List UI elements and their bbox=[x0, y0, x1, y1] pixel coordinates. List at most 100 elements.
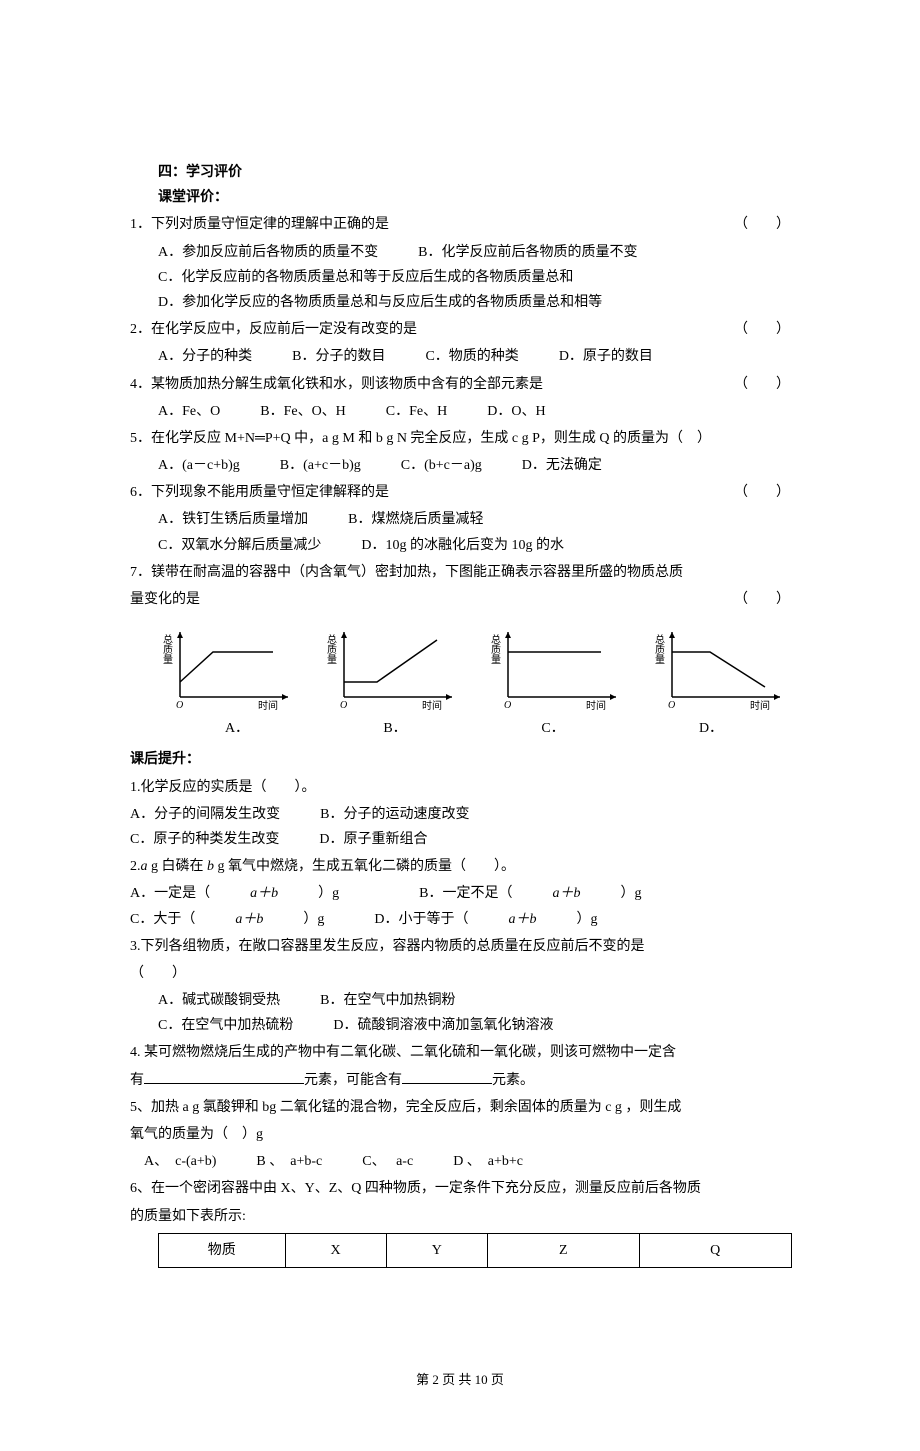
svg-text:总质量: 总质量 bbox=[489, 633, 501, 664]
table-header-substance: 物质 bbox=[159, 1233, 286, 1267]
p4-blank2 bbox=[402, 1083, 492, 1084]
question-1: 1．下列对质量守恒定律的理解中正确的是 （ ） bbox=[130, 212, 790, 237]
p5-line1: 5、加热 a g 氯酸钾和 bg 二氧化锰的混合物，完全反应后，剩余固体的质量为… bbox=[130, 1095, 790, 1120]
svg-text:时间: 时间 bbox=[586, 699, 606, 712]
p3-choices: A．碱式碳酸铜受热 B．在空气中加热铜粉 C．在空气中加热硫粉 D．硫酸铜溶液中… bbox=[130, 988, 790, 1038]
question-7-line1: 7．镁带在耐高温的容器中（内含氧气）密封加热，下图能正确表示容器里所盛的物质总质 bbox=[130, 560, 790, 585]
p6-line1: 6、在一个密闭容器中由 X、Y、Z、Q 四种物质，一定条件下充分反应，测量反应前… bbox=[130, 1176, 790, 1201]
after-class-title: 课后提升： bbox=[130, 747, 790, 772]
p2-choices: A．一定是（a＋b）g B．一定不足（a＋b）g C．大于（a＋b）g D．小于… bbox=[130, 881, 790, 931]
p5-choice-b: B 、 a+b-c bbox=[256, 1149, 322, 1174]
graph-b: 总质量 O 时间 bbox=[322, 622, 462, 712]
classroom-evaluation-title: 课堂评价： bbox=[158, 185, 790, 210]
table-header-z: Z bbox=[487, 1233, 639, 1267]
p5-choice-a: A、 c-(a+b) bbox=[144, 1149, 216, 1174]
p1-choice-a: A．分子的间隔发生改变 bbox=[130, 802, 280, 827]
q4-choice-d: D．O、H bbox=[487, 399, 545, 424]
q5-stem: 5．在化学反应 M+N═P+Q 中，a g M 和 b g N 完全反应，生成 … bbox=[130, 431, 711, 446]
graph-label-a: A． bbox=[158, 716, 316, 741]
p4-line1: 4. 某可燃物燃烧后生成的产物中有二氧化碳、二氧化硫和一氧化碳，则该可燃物中一定… bbox=[130, 1040, 790, 1065]
table-header-x: X bbox=[285, 1233, 386, 1267]
graphs-row: 总质量 O 时间 总质量 O 时间 总质量 O 时间 总质量 O 时间 bbox=[158, 622, 790, 712]
q6-choice-d: D．10g 的冰融化后变为 10g 的水 bbox=[361, 533, 564, 558]
q1-choice-c: C．化学反应前的各物质质量总和等于反应后生成的各物质质量总和 bbox=[158, 265, 790, 290]
q1-paren: （ ） bbox=[734, 212, 790, 237]
svg-text:O: O bbox=[340, 700, 347, 711]
q4-choice-a: A．Fe、O bbox=[158, 399, 220, 424]
svg-text:总质量: 总质量 bbox=[325, 633, 337, 664]
q2-choice-c: C．物质的种类 bbox=[425, 344, 518, 369]
q6-choice-b: B．煤燃烧后质量减轻 bbox=[348, 507, 483, 532]
question-2: 2．在化学反应中，反应前后一定没有改变的是 （ ） bbox=[130, 317, 790, 342]
q5-choice-b: B．(a+c－b)g bbox=[280, 453, 361, 478]
q4-choices: A．Fe、O B．Fe、O、H C．Fe、H D．O、H bbox=[130, 399, 790, 424]
p1-stem: 1.化学反应的实质是（ ）。 bbox=[130, 775, 790, 800]
q5-choices: A．(a－c+b)g B．(a+c－b)g C．(b+c－a)g D．无法确定 bbox=[130, 453, 790, 478]
svg-text:时间: 时间 bbox=[750, 699, 770, 712]
p1-choice-c: C．原子的种类发生改变 bbox=[130, 827, 279, 852]
graph-label-b: B． bbox=[316, 716, 474, 741]
q1-choices: A．参加反应前后各物质的质量不变 B．化学反应前后各物质的质量不变 C．化学反应… bbox=[130, 240, 790, 316]
p5-choice-c: C、 a-c bbox=[362, 1149, 413, 1174]
p4-blank1 bbox=[144, 1083, 304, 1084]
p2-choice-b: B．一定不足（a＋b）g bbox=[419, 881, 681, 906]
p4-line2: 有元素，可能含有元素。 bbox=[130, 1068, 790, 1093]
p1-choice-d: D．原子重新组合 bbox=[319, 827, 427, 852]
graph-a-ylabel: 总质量 bbox=[161, 633, 173, 664]
p3-stem2: （ ） bbox=[130, 961, 790, 986]
q4-paren: （ ） bbox=[734, 372, 790, 397]
p2-choice-a: A．一定是（a＋b）g bbox=[130, 881, 379, 906]
q2-stem: 2．在化学反应中，反应前后一定没有改变的是 bbox=[130, 322, 417, 337]
p2-stem: 2.a g 白磷在 b g 氧气中燃烧，生成五氧化二磷的质量（ ）。 bbox=[130, 854, 790, 879]
p2-choice-c: C．大于（a＋b）g bbox=[130, 907, 364, 932]
q6-paren: （ ） bbox=[734, 480, 790, 505]
svg-text:时间: 时间 bbox=[422, 699, 442, 712]
page-footer: 第 2 页 共 10 页 bbox=[130, 1368, 790, 1391]
q6-choices: A．铁钉生锈后质量增加 B．煤燃烧后质量减轻 C．双氧水分解后质量减少 D．10… bbox=[130, 507, 790, 557]
p5-choices: A、 c-(a+b) B 、 a+b-c C、 a-c D 、 a+b+c bbox=[130, 1149, 790, 1174]
q6-choice-a: A．铁钉生锈后质量增加 bbox=[158, 507, 308, 532]
q5-choice-a: A．(a－c+b)g bbox=[158, 453, 240, 478]
q2-choice-d: D．原子的数目 bbox=[559, 344, 653, 369]
p3-choice-b: B．在空气中加热铜粉 bbox=[320, 988, 455, 1013]
q4-stem: 4．某物质加热分解生成氧化铁和水，则该物质中含有的全部元素是 bbox=[130, 377, 543, 392]
q2-choice-b: B．分子的数目 bbox=[292, 344, 385, 369]
p1-choices: A．分子的间隔发生改变 B．分子的运动速度改变 C．原子的种类发生改变 D．原子… bbox=[130, 802, 790, 852]
q2-choices: A．分子的种类 B．分子的数目 C．物质的种类 D．原子的数目 bbox=[130, 344, 790, 369]
p3-stem1: 3.下列各组物质，在敞口容器里发生反应，容器内物质的总质量在反应前后不变的是 bbox=[130, 934, 790, 959]
graph-label-d: D． bbox=[632, 716, 790, 741]
q1-choice-a: A．参加反应前后各物质的质量不变 bbox=[158, 240, 378, 265]
question-5: 5．在化学反应 M+N═P+Q 中，a g M 和 b g N 完全反应，生成 … bbox=[130, 426, 790, 451]
svg-text:O: O bbox=[504, 700, 511, 711]
q6-stem: 6．下列现象不能用质量守恒定律解释的是 bbox=[130, 485, 389, 500]
q4-choice-c: C．Fe、H bbox=[386, 399, 447, 424]
q2-paren: （ ） bbox=[734, 317, 790, 342]
p3-choice-d: D．硫酸铜溶液中滴加氢氧化钠溶液 bbox=[333, 1013, 553, 1038]
p3-choice-a: A．碱式碳酸铜受热 bbox=[158, 988, 280, 1013]
graph-label-c: C． bbox=[474, 716, 632, 741]
table-header-q: Q bbox=[639, 1233, 791, 1267]
graph-d: 总质量 O 时间 bbox=[650, 622, 790, 712]
question-7-line2: 量变化的是 （ ） bbox=[130, 587, 790, 612]
q1-choice-d: D．参加化学反应的各物质质量总和与反应后生成的各物质质量总和相等 bbox=[158, 290, 790, 315]
svg-text:总质量: 总质量 bbox=[653, 633, 665, 664]
svg-text:O: O bbox=[668, 700, 675, 711]
graph-a: 总质量 O 时间 bbox=[158, 622, 298, 712]
svg-text:O: O bbox=[176, 700, 183, 711]
q2-choice-a: A．分子的种类 bbox=[158, 344, 252, 369]
q5-choice-c: C．(b+c－a)g bbox=[401, 453, 482, 478]
q4-choice-b: B．Fe、O、H bbox=[260, 399, 346, 424]
question-4: 4．某物质加热分解生成氧化铁和水，则该物质中含有的全部元素是 （ ） bbox=[130, 372, 790, 397]
p3-choice-c: C．在空气中加热硫粉 bbox=[158, 1013, 293, 1038]
q5-choice-d: D．无法确定 bbox=[522, 453, 602, 478]
q7-paren: （ ） bbox=[734, 587, 790, 612]
graph-c: 总质量 O 时间 bbox=[486, 622, 626, 712]
graph-labels: A． B． C． D． bbox=[158, 716, 790, 741]
q1-choice-b: B．化学反应前后各物质的质量不变 bbox=[418, 240, 637, 265]
svg-text:时间: 时间 bbox=[258, 699, 278, 712]
table-row: 物质 X Y Z Q bbox=[159, 1233, 792, 1267]
p1-choice-b: B．分子的运动速度改变 bbox=[320, 802, 469, 827]
mass-table: 物质 X Y Z Q bbox=[158, 1233, 792, 1268]
p2-choice-d: D．小于等于（a＋b）g bbox=[374, 907, 637, 932]
q1-stem: 1．下列对质量守恒定律的理解中正确的是 bbox=[130, 217, 389, 232]
